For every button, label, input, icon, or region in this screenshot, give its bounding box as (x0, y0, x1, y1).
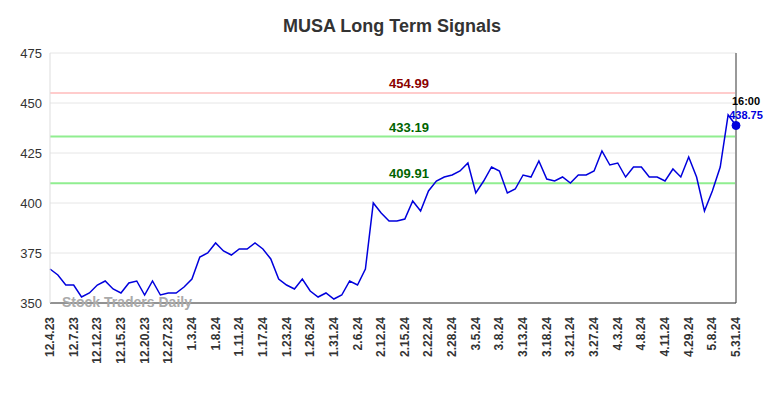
svg-text:438.75: 438.75 (729, 109, 763, 121)
svg-text:12.4.23: 12.4.23 (43, 317, 57, 357)
html-text:MUSA Long Term Signals: MUSA Long Term Signals (283, 16, 501, 36)
svg-text:12.12.23: 12.12.23 (90, 317, 104, 364)
svg-text:2.22.24: 2.22.24 (421, 317, 435, 357)
svg-text:3.21.24: 3.21.24 (563, 317, 577, 357)
svg-text:409.91: 409.91 (389, 166, 429, 181)
svg-text:4.29.24: 4.29.24 (682, 317, 696, 357)
svg-text:3.5.24: 3.5.24 (469, 317, 483, 351)
svg-text:425: 425 (20, 146, 42, 161)
svg-text:3.27.24: 3.27.24 (587, 317, 601, 357)
svg-text:433.19: 433.19 (389, 120, 429, 135)
svg-text:16:00: 16:00 (732, 95, 760, 107)
svg-text:450: 450 (20, 96, 42, 111)
svg-text:5.31.24: 5.31.24 (729, 317, 743, 357)
svg-text:1.3.24: 1.3.24 (185, 317, 199, 351)
svg-text:4.8.24: 4.8.24 (634, 317, 648, 351)
svg-text:12.27.23: 12.27.23 (161, 317, 175, 364)
svg-text:475: 475 (20, 46, 42, 61)
svg-text:4.11.24: 4.11.24 (658, 317, 672, 357)
svg-text:3.18.24: 3.18.24 (540, 317, 554, 357)
svg-text:12.20.23: 12.20.23 (138, 317, 152, 364)
svg-text:2.28.24: 2.28.24 (445, 317, 459, 357)
svg-text:3.13.24: 3.13.24 (516, 317, 530, 357)
svg-text:1.8.24: 1.8.24 (209, 317, 223, 351)
svg-text:3.8.24: 3.8.24 (492, 317, 506, 351)
html-text:Stock Traders Daily: Stock Traders Daily (62, 294, 192, 310)
svg-text:350: 350 (20, 296, 42, 311)
svg-text:1.17.24: 1.17.24 (256, 317, 270, 357)
svg-text:1.31.24: 1.31.24 (327, 317, 341, 357)
svg-text:4.3.24: 4.3.24 (611, 317, 625, 351)
svg-text:454.99: 454.99 (389, 76, 429, 91)
svg-text:1.11.24: 1.11.24 (232, 317, 246, 357)
svg-text:2.6.24: 2.6.24 (351, 317, 365, 351)
svg-text:375: 375 (20, 246, 42, 261)
svg-text:12.7.23: 12.7.23 (67, 317, 81, 357)
svg-text:1.26.24: 1.26.24 (303, 317, 317, 357)
svg-text:400: 400 (20, 196, 42, 211)
svg-text:2.12.24: 2.12.24 (374, 317, 388, 357)
svg-text:12.15.23: 12.15.23 (114, 317, 128, 364)
svg-text:1.23.24: 1.23.24 (280, 317, 294, 357)
svg-text:5.8.24: 5.8.24 (705, 317, 719, 351)
svg-text:2.15.24: 2.15.24 (398, 317, 412, 357)
